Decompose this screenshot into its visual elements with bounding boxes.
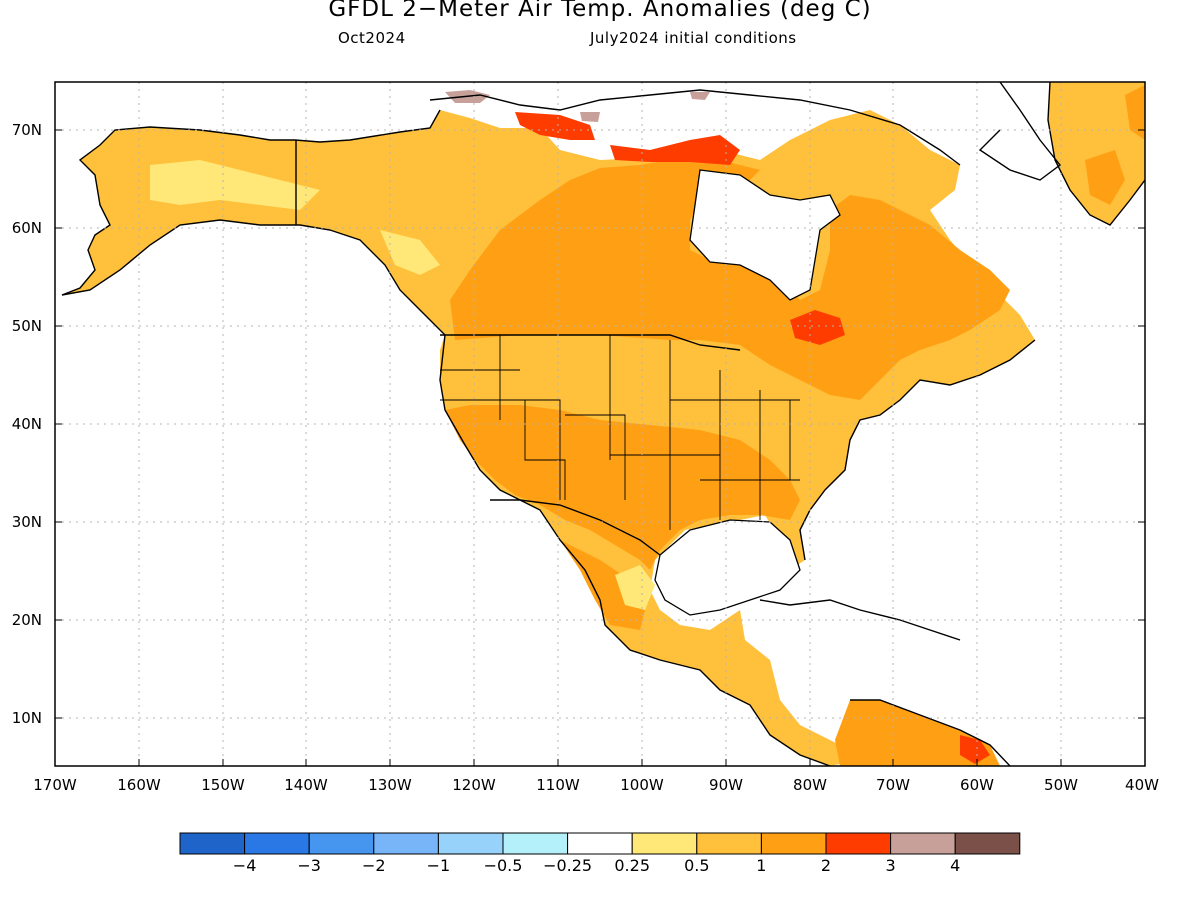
lon-label-150w: 150W bbox=[201, 776, 245, 794]
colorbar-swatch-5 bbox=[502, 832, 569, 855]
lat-label-50n: 50N bbox=[11, 317, 42, 335]
colorbar-label-1: −3 bbox=[297, 856, 321, 875]
colorbar-label-9: 2 bbox=[820, 856, 832, 875]
lon-label-120w: 120W bbox=[452, 776, 496, 794]
lon-label-40w: 40W bbox=[1125, 776, 1159, 794]
colorbar-swatch-11 bbox=[890, 832, 956, 855]
lat-label-30n: 30N bbox=[11, 513, 42, 531]
forecast-month: Oct2024 bbox=[338, 29, 406, 47]
colorbar-label-10: 3 bbox=[885, 856, 896, 875]
lat-label-70n: 70N bbox=[11, 121, 42, 139]
colorbar-swatch-8 bbox=[696, 832, 762, 855]
lat-label-40n: 40N bbox=[11, 415, 42, 433]
lon-label-140w: 140W bbox=[284, 776, 328, 794]
lon-label-100w: 100W bbox=[620, 776, 664, 794]
colorbar-swatch-9 bbox=[760, 832, 827, 855]
colorbar-swatch-3 bbox=[373, 832, 439, 855]
colorbar-label-5: −0.25 bbox=[543, 856, 593, 875]
anomaly-3-to-4-patch bbox=[445, 90, 710, 122]
lat-label-20n: 20N bbox=[11, 611, 42, 629]
colorbar-label-7: 0.5 bbox=[684, 856, 710, 875]
lon-label-110w: 110W bbox=[536, 776, 580, 794]
axis-ticks bbox=[55, 129, 1145, 766]
map-title: GFDL 2−Meter Air Temp. Anomalies (deg C) bbox=[328, 0, 872, 22]
lon-label-90w: 90W bbox=[709, 776, 743, 794]
colorbar-label-4: −0.5 bbox=[483, 856, 523, 875]
colorbar-swatch-4 bbox=[437, 832, 504, 855]
lon-label-50w: 50W bbox=[1044, 776, 1078, 794]
lon-label-160w: 160W bbox=[117, 776, 161, 794]
greenland-anomaly-core bbox=[1085, 85, 1145, 205]
colorbar-swatch-12 bbox=[954, 832, 1021, 855]
lat-label-10n: 10N bbox=[11, 709, 42, 727]
lon-label-70w: 70W bbox=[876, 776, 910, 794]
colorbar-label-8: 1 bbox=[756, 856, 767, 875]
colorbar-label-2: −2 bbox=[362, 856, 386, 875]
lon-label-130w: 130W bbox=[368, 776, 412, 794]
graticule bbox=[55, 82, 1145, 766]
lat-label-60n: 60N bbox=[11, 219, 42, 237]
colorbar bbox=[179, 832, 1021, 855]
colorbar-swatch-1 bbox=[244, 832, 310, 855]
lon-label-170w: 170W bbox=[33, 776, 77, 794]
state-borders bbox=[440, 335, 800, 530]
colorbar-label-11: 4 bbox=[950, 856, 961, 875]
greenland-anomaly-region bbox=[1048, 82, 1145, 225]
colorbar-swatch-7 bbox=[631, 832, 698, 855]
colorbar-label-3: −1 bbox=[426, 856, 451, 875]
colorbar-swatch-2 bbox=[308, 832, 375, 855]
gulf-of-mexico bbox=[654, 519, 801, 616]
colorbar-label-6: 0.25 bbox=[614, 856, 650, 875]
lon-label-60w: 60W bbox=[960, 776, 994, 794]
lon-label-80w: 80W bbox=[793, 776, 827, 794]
colorbar-swatch-10 bbox=[825, 832, 892, 855]
anomaly-1-to-2-region bbox=[445, 158, 1010, 766]
colorbar-label-0: −4 bbox=[232, 856, 257, 875]
anomaly-0.25-to-0.5-patch bbox=[150, 160, 655, 610]
initial-conditions: July2024 initial conditions bbox=[590, 29, 797, 47]
colorbar-swatch-0 bbox=[179, 832, 246, 855]
coastline-outlines bbox=[61, 82, 1145, 766]
colorbar-swatch-6 bbox=[567, 832, 633, 855]
hudson-bay bbox=[689, 169, 841, 301]
